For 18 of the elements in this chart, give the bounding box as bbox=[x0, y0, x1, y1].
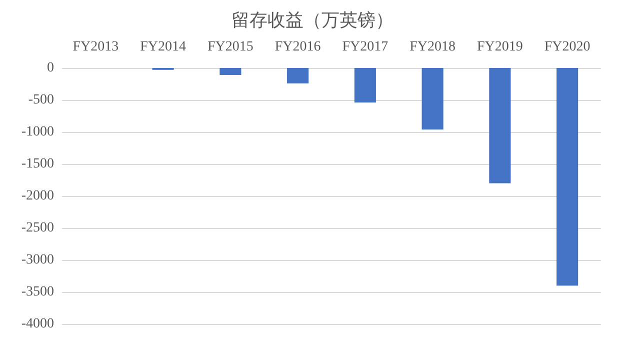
y-tick-label: -4000 bbox=[21, 316, 54, 332]
x-tick-label: FY2013 bbox=[72, 40, 119, 54]
x-tick-label: FY2017 bbox=[342, 40, 388, 54]
x-tick-label: FY2014 bbox=[140, 40, 186, 54]
y-tick-label: 0 bbox=[47, 60, 54, 76]
y-tick-label: -2500 bbox=[21, 220, 54, 236]
y-tick-label: -3000 bbox=[21, 252, 54, 268]
y-tick-label: -500 bbox=[28, 92, 54, 108]
y-tick-label: -1500 bbox=[21, 156, 54, 172]
y-tick-label: -2000 bbox=[21, 188, 54, 204]
x-tick-label: FY2018 bbox=[410, 40, 456, 54]
x-tick-label: FY2020 bbox=[544, 40, 590, 54]
x-tick-label: FY2015 bbox=[207, 40, 254, 54]
y-tick-label: -3500 bbox=[21, 284, 54, 300]
x-tick-label: FY2016 bbox=[274, 40, 321, 54]
y-tick-label: -1000 bbox=[21, 124, 54, 140]
chart-title: 留存收益（万英镑） bbox=[232, 10, 394, 30]
x-tick-label: FY2019 bbox=[476, 40, 523, 54]
